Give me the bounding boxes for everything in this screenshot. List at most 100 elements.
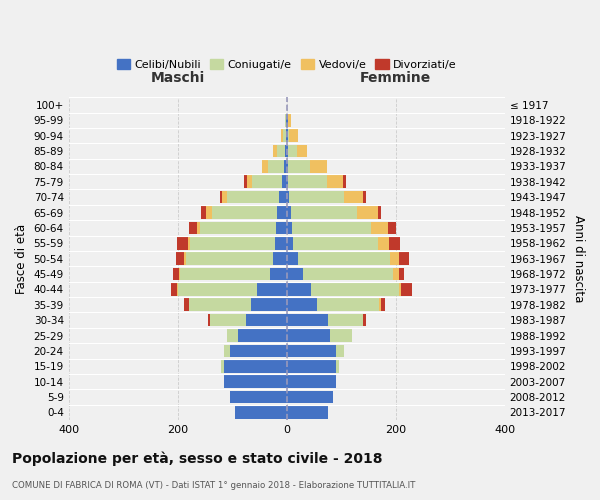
Bar (212, 206, 277, 219)
Bar (227, 191, 278, 203)
Bar (176, 252, 184, 265)
Bar (179, 268, 181, 280)
Bar (223, 191, 227, 203)
Bar (292, 222, 371, 234)
Bar (287, 114, 288, 126)
Bar (283, 176, 287, 188)
Text: Popolazione per età, sesso e stato civile - 2018: Popolazione per età, sesso e stato civil… (12, 451, 383, 466)
Bar (378, 237, 389, 250)
Bar (227, 330, 238, 342)
Bar (343, 176, 346, 188)
Bar (184, 298, 188, 311)
Bar (326, 176, 343, 188)
Bar (176, 283, 178, 296)
Bar (289, 144, 296, 158)
Bar (398, 283, 401, 296)
Bar (238, 330, 287, 342)
Bar (247, 176, 253, 188)
Bar (262, 160, 268, 172)
Bar (287, 283, 311, 296)
Bar (188, 222, 197, 234)
Bar (275, 237, 287, 250)
Bar (311, 283, 398, 296)
Bar (287, 160, 289, 172)
Bar (200, 222, 276, 234)
Bar (278, 191, 287, 203)
Bar (287, 330, 331, 342)
Bar (371, 222, 388, 234)
Bar (286, 130, 287, 142)
Bar (244, 176, 247, 188)
Bar (344, 191, 363, 203)
Bar (246, 314, 287, 326)
Bar (287, 344, 336, 357)
Bar (287, 406, 328, 419)
Y-axis label: Anni di nascita: Anni di nascita (572, 215, 585, 302)
Bar (289, 191, 344, 203)
Bar (363, 191, 366, 203)
Bar (288, 114, 290, 126)
Bar (289, 130, 298, 142)
Bar (287, 268, 303, 280)
Bar (277, 206, 287, 219)
Bar (171, 283, 176, 296)
Bar (356, 206, 379, 219)
Bar (293, 237, 378, 250)
Text: Femmine: Femmine (360, 71, 431, 85)
Bar (285, 114, 286, 126)
Bar (363, 314, 366, 326)
Bar (287, 252, 298, 265)
Bar (379, 298, 381, 311)
Bar (336, 344, 344, 357)
Bar (181, 268, 271, 280)
Bar (276, 222, 287, 234)
Bar (287, 206, 291, 219)
Bar (287, 376, 336, 388)
Bar (257, 283, 287, 296)
Bar (287, 176, 289, 188)
Bar (285, 144, 287, 158)
Bar (287, 130, 288, 142)
Bar (298, 252, 391, 265)
Bar (289, 160, 310, 172)
Bar (197, 222, 200, 234)
Bar (287, 314, 328, 326)
Bar (328, 314, 363, 326)
Bar (379, 206, 381, 219)
Bar (173, 268, 179, 280)
Bar (224, 376, 287, 388)
Bar (211, 314, 246, 326)
Bar (287, 391, 333, 404)
Bar (230, 391, 287, 404)
Bar (277, 144, 285, 158)
Bar (281, 130, 283, 142)
Bar (331, 330, 352, 342)
Bar (220, 191, 223, 203)
Bar (224, 360, 287, 372)
Bar (184, 252, 186, 265)
Bar (381, 298, 385, 311)
Bar (289, 176, 326, 188)
Bar (253, 176, 283, 188)
Bar (208, 314, 211, 326)
Bar (398, 268, 404, 280)
Bar (176, 237, 188, 250)
Bar (389, 237, 400, 250)
Bar (235, 406, 287, 419)
Bar (287, 360, 336, 372)
Legend: Celibi/Nubili, Coniugati/e, Vedovi/e, Divorziati/e: Celibi/Nubili, Coniugati/e, Vedovi/e, Di… (112, 54, 461, 74)
Bar (190, 237, 275, 250)
Bar (284, 160, 287, 172)
Text: Maschi: Maschi (151, 71, 205, 85)
Bar (271, 268, 287, 280)
Y-axis label: Fasce di età: Fasce di età (15, 224, 28, 294)
Bar (268, 160, 284, 172)
Bar (188, 298, 251, 311)
Bar (288, 130, 289, 142)
Bar (251, 298, 287, 311)
Bar (391, 252, 398, 265)
Bar (272, 144, 277, 158)
Bar (393, 268, 398, 280)
Bar (188, 237, 190, 250)
Bar (287, 191, 289, 203)
